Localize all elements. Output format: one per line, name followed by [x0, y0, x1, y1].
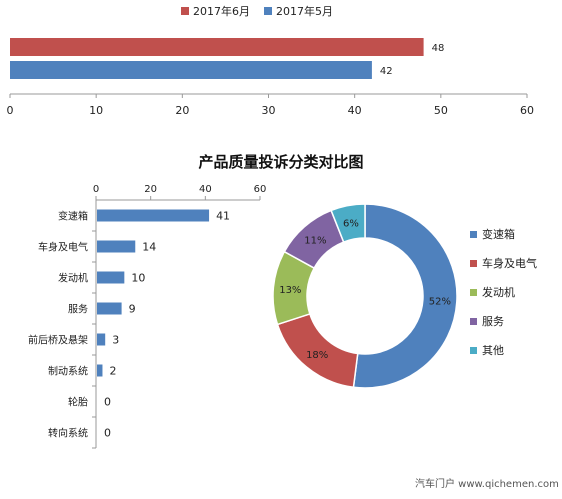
- category-axis-tick-label: 0: [93, 184, 99, 195]
- donut-legend-label: 发动机: [482, 285, 515, 299]
- category-bar: [97, 240, 136, 253]
- donut-slices: 52% 18% 13% 11% 6%: [272, 203, 458, 389]
- category-label: 前后桥及悬架: [28, 334, 88, 347]
- top-bar-may: [10, 61, 372, 79]
- donut-slice-label: 6%: [343, 218, 359, 229]
- donut-legend-label: 其他: [482, 344, 504, 357]
- category-bar-value-label: 41: [216, 210, 230, 223]
- legend-swatch-june: [181, 7, 189, 15]
- donut-slice: [330, 203, 366, 244]
- top-bar-june: [10, 38, 424, 56]
- donut-legend-label: 服务: [482, 315, 504, 328]
- donut-legend-label: 车身及电气: [482, 256, 537, 270]
- category-bar-value-label: 0: [104, 427, 111, 440]
- category-bar-value-label: 9: [129, 303, 136, 316]
- donut-slice: [352, 203, 458, 389]
- top-bars: 48 42: [10, 38, 444, 79]
- category-label: 服务: [68, 303, 88, 316]
- donut-legend-swatch: [470, 231, 477, 238]
- donut-slice-label: 18%: [306, 350, 328, 361]
- top-axis-tick-label: 30: [262, 104, 276, 117]
- donut-legend-swatch: [470, 260, 477, 267]
- legend-label-june: 2017年6月: [193, 4, 250, 18]
- category-bar-value-label: 0: [104, 396, 111, 409]
- category-axis-tick-label: 40: [199, 184, 212, 195]
- category-bar: [97, 333, 106, 346]
- category-label: 变速箱: [58, 210, 88, 223]
- top-axis-tick-label: 0: [7, 104, 14, 117]
- category-bar: [97, 302, 122, 315]
- top-legend: 2017年6月 2017年5月: [181, 4, 333, 18]
- category-bar-value-label: 2: [109, 365, 116, 378]
- legend-label-may: 2017年5月: [276, 4, 333, 18]
- top-axis-tick-label: 20: [175, 104, 189, 117]
- category-axis-tick-label: 60: [254, 184, 267, 195]
- category-bar-value-label: 10: [131, 272, 145, 285]
- category-label: 制动系统: [48, 365, 88, 378]
- donut-legend-swatch: [470, 347, 477, 354]
- donut-legend-swatch: [470, 289, 477, 296]
- donut-legend-swatch: [470, 318, 477, 325]
- category-bars: 变速箱 41 车身及电气 14 发动机 10 服务 9 前后桥及悬架 3 制动系统 2 轮胎 0 转向系统 0: [28, 209, 230, 440]
- category-label: 车身及电气: [38, 241, 88, 254]
- top-x-axis: 0 10 20 30 40 50 60: [7, 93, 534, 117]
- donut-legend-label: 变速箱: [482, 227, 515, 241]
- legend-swatch-may: [264, 7, 272, 15]
- category-label: 转向系统: [48, 427, 88, 440]
- category-bar: [97, 364, 103, 377]
- category-label: 发动机: [58, 272, 88, 285]
- donut-slice-label: 11%: [304, 236, 326, 247]
- top-bar-value-label-0: 48: [432, 43, 445, 54]
- monthly-comparison-chart: 2017年6月 2017年5月 48 42 0 10 20 30 40 50 60: [7, 4, 535, 117]
- top-axis-tick-label: 10: [89, 104, 103, 117]
- donut-slice-label: 13%: [279, 285, 301, 296]
- category-bar: [97, 209, 210, 222]
- top-axis-tick-label: 60: [520, 104, 534, 117]
- top-axis-tick-label: 40: [348, 104, 362, 117]
- category-bar: [97, 271, 125, 284]
- top-bar-value-label-1: 42: [380, 66, 393, 77]
- category-bar-value-label: 14: [142, 241, 156, 254]
- category-bar-value-label: 3: [112, 334, 119, 347]
- donut-slice-label: 52%: [429, 297, 451, 308]
- watermark: 汽车门户 www.qichemen.com: [415, 477, 559, 490]
- category-label: 轮胎: [68, 396, 88, 409]
- top-axis-tick-label: 50: [434, 104, 448, 117]
- category-axis-tick-label: 20: [144, 184, 157, 195]
- category-x-axis: 0 20 40 60: [92, 184, 267, 449]
- chart-title: 产品质量投诉分类对比图: [198, 153, 363, 171]
